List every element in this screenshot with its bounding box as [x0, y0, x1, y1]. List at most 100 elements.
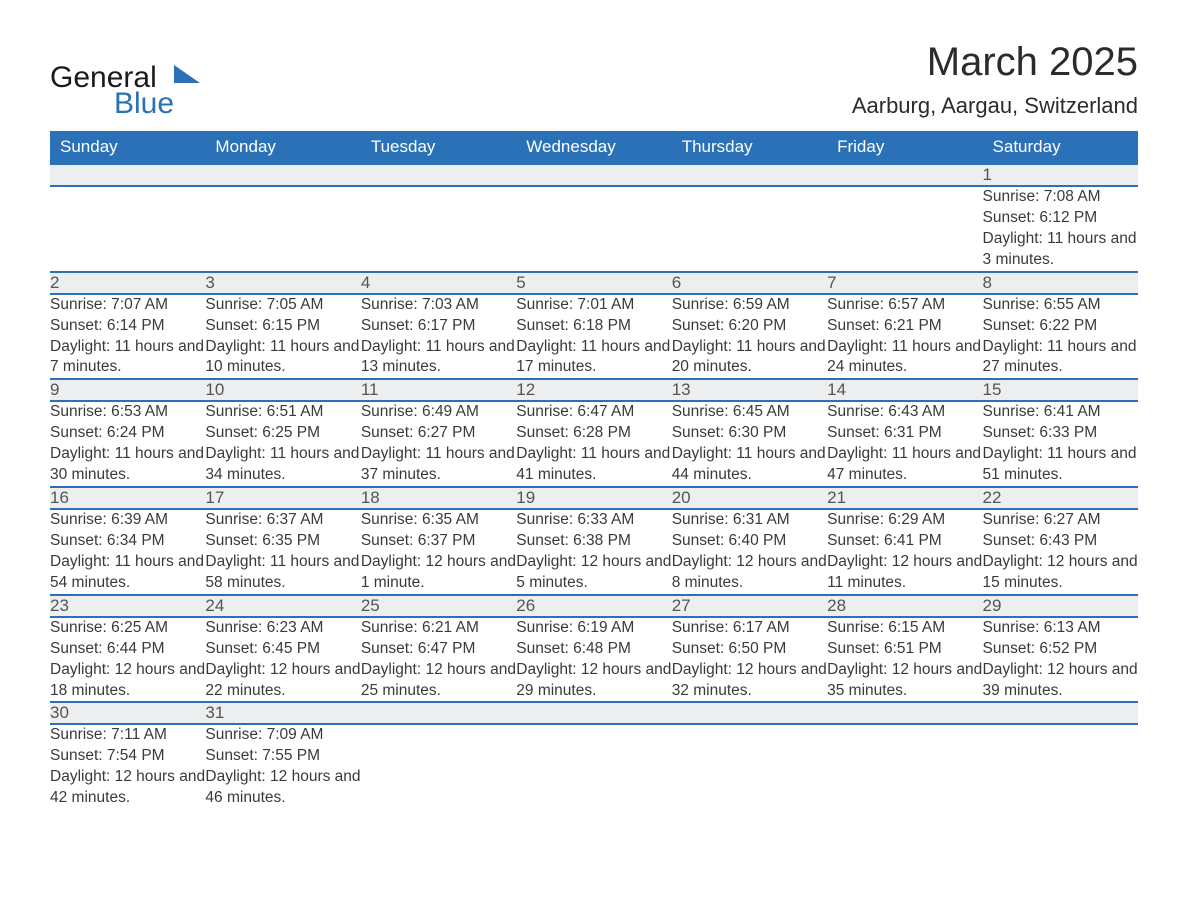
header: General Blue March 2025 Aarburg, Aargau,… — [50, 40, 1138, 119]
day-detail-cell: Sunrise: 7:03 AMSunset: 6:17 PMDaylight:… — [361, 294, 516, 380]
day-number-cell — [827, 702, 982, 724]
day-number-cell: 23 — [50, 595, 205, 617]
day-detail-cell: Sunrise: 6:51 AMSunset: 6:25 PMDaylight:… — [205, 401, 360, 487]
day-number-cell: 29 — [983, 595, 1138, 617]
day-detail-cell: Sunrise: 6:27 AMSunset: 6:43 PMDaylight:… — [983, 509, 1138, 595]
day-detail-cell: Sunrise: 6:17 AMSunset: 6:50 PMDaylight:… — [672, 617, 827, 703]
day-number-cell — [361, 702, 516, 724]
day-detail-cell: Sunrise: 6:53 AMSunset: 6:24 PMDaylight:… — [50, 401, 205, 487]
day-number-cell: 20 — [672, 487, 827, 509]
day-number-cell: 31 — [205, 702, 360, 724]
day-number-cell: 24 — [205, 595, 360, 617]
day-detail-cell: Sunrise: 7:01 AMSunset: 6:18 PMDaylight:… — [516, 294, 671, 380]
day-detail-cell — [361, 186, 516, 272]
day-detail-cell: Sunrise: 6:43 AMSunset: 6:31 PMDaylight:… — [827, 401, 982, 487]
day-number-cell: 12 — [516, 379, 671, 401]
day-detail-cell: Sunrise: 6:23 AMSunset: 6:45 PMDaylight:… — [205, 617, 360, 703]
weekday-header: Tuesday — [361, 131, 516, 164]
day-number-cell — [672, 702, 827, 724]
day-number-cell: 15 — [983, 379, 1138, 401]
day-detail-cell: Sunrise: 6:59 AMSunset: 6:20 PMDaylight:… — [672, 294, 827, 380]
day-detail-cell: Sunrise: 6:57 AMSunset: 6:21 PMDaylight:… — [827, 294, 982, 380]
weekday-header: Sunday — [50, 131, 205, 164]
day-detail-cell — [983, 724, 1138, 809]
weekday-header: Saturday — [983, 131, 1138, 164]
day-detail-cell — [516, 186, 671, 272]
day-detail-cell: Sunrise: 6:13 AMSunset: 6:52 PMDaylight:… — [983, 617, 1138, 703]
day-number-cell — [50, 164, 205, 186]
day-detail-cell: Sunrise: 7:11 AMSunset: 7:54 PMDaylight:… — [50, 724, 205, 809]
day-number-cell: 2 — [50, 272, 205, 294]
day-detail-cell: Sunrise: 6:47 AMSunset: 6:28 PMDaylight:… — [516, 401, 671, 487]
day-number-cell — [983, 702, 1138, 724]
weekday-header: Thursday — [672, 131, 827, 164]
day-number-cell — [672, 164, 827, 186]
day-detail-cell — [205, 186, 360, 272]
day-detail-cell: Sunrise: 6:39 AMSunset: 6:34 PMDaylight:… — [50, 509, 205, 595]
day-detail-cell: Sunrise: 6:55 AMSunset: 6:22 PMDaylight:… — [983, 294, 1138, 380]
day-detail-cell: Sunrise: 6:21 AMSunset: 6:47 PMDaylight:… — [361, 617, 516, 703]
day-number-cell: 19 — [516, 487, 671, 509]
day-detail-cell: Sunrise: 6:35 AMSunset: 6:37 PMDaylight:… — [361, 509, 516, 595]
day-detail-cell: Sunrise: 6:33 AMSunset: 6:38 PMDaylight:… — [516, 509, 671, 595]
day-number-cell: 22 — [983, 487, 1138, 509]
day-number-cell: 25 — [361, 595, 516, 617]
day-number-cell: 26 — [516, 595, 671, 617]
day-number-cell — [516, 702, 671, 724]
logo-triangle-icon — [174, 65, 200, 83]
day-number-cell — [361, 164, 516, 186]
day-detail-cell — [672, 724, 827, 809]
day-detail-cell — [827, 724, 982, 809]
day-number-cell: 7 — [827, 272, 982, 294]
day-number-cell — [516, 164, 671, 186]
day-number-cell: 10 — [205, 379, 360, 401]
day-number-cell: 13 — [672, 379, 827, 401]
day-number-cell: 8 — [983, 272, 1138, 294]
day-number-cell — [205, 164, 360, 186]
day-detail-cell: Sunrise: 6:45 AMSunset: 6:30 PMDaylight:… — [672, 401, 827, 487]
day-detail-cell: Sunrise: 6:29 AMSunset: 6:41 PMDaylight:… — [827, 509, 982, 595]
weekday-header: Wednesday — [516, 131, 671, 164]
title-block: March 2025 Aarburg, Aargau, Switzerland — [852, 40, 1138, 119]
day-detail-cell: Sunrise: 6:31 AMSunset: 6:40 PMDaylight:… — [672, 509, 827, 595]
day-detail-cell: Sunrise: 6:19 AMSunset: 6:48 PMDaylight:… — [516, 617, 671, 703]
day-number-cell: 28 — [827, 595, 982, 617]
logo: General Blue — [50, 63, 174, 119]
day-number-cell: 4 — [361, 272, 516, 294]
day-number-cell: 9 — [50, 379, 205, 401]
day-detail-cell — [827, 186, 982, 272]
day-detail-cell: Sunrise: 6:25 AMSunset: 6:44 PMDaylight:… — [50, 617, 205, 703]
day-number-cell: 21 — [827, 487, 982, 509]
weekday-header: Friday — [827, 131, 982, 164]
day-detail-cell — [361, 724, 516, 809]
day-detail-cell: Sunrise: 6:49 AMSunset: 6:27 PMDaylight:… — [361, 401, 516, 487]
logo-line2: Blue — [114, 89, 174, 119]
day-number-cell: 6 — [672, 272, 827, 294]
day-number-cell: 14 — [827, 379, 982, 401]
location: Aarburg, Aargau, Switzerland — [852, 93, 1138, 119]
day-detail-cell: Sunrise: 6:15 AMSunset: 6:51 PMDaylight:… — [827, 617, 982, 703]
day-number-cell: 1 — [983, 164, 1138, 186]
day-detail-cell — [672, 186, 827, 272]
day-detail-cell: Sunrise: 7:05 AMSunset: 6:15 PMDaylight:… — [205, 294, 360, 380]
day-number-cell: 11 — [361, 379, 516, 401]
day-detail-cell: Sunrise: 7:08 AMSunset: 6:12 PMDaylight:… — [983, 186, 1138, 272]
calendar-body: 1 Sunrise: 7:08 AMSunset: 6:12 PMDayligh… — [50, 164, 1138, 809]
day-number-cell: 27 — [672, 595, 827, 617]
day-number-cell — [827, 164, 982, 186]
calendar-head: SundayMondayTuesdayWednesdayThursdayFrid… — [50, 131, 1138, 164]
day-number-cell: 16 — [50, 487, 205, 509]
weekday-header: Monday — [205, 131, 360, 164]
calendar-table: SundayMondayTuesdayWednesdayThursdayFrid… — [50, 131, 1138, 809]
day-detail-cell — [516, 724, 671, 809]
day-detail-cell: Sunrise: 7:07 AMSunset: 6:14 PMDaylight:… — [50, 294, 205, 380]
day-detail-cell: Sunrise: 7:09 AMSunset: 7:55 PMDaylight:… — [205, 724, 360, 809]
day-detail-cell — [50, 186, 205, 272]
day-detail-cell: Sunrise: 6:41 AMSunset: 6:33 PMDaylight:… — [983, 401, 1138, 487]
day-number-cell: 3 — [205, 272, 360, 294]
month-title: March 2025 — [852, 40, 1138, 85]
day-number-cell: 17 — [205, 487, 360, 509]
day-number-cell: 30 — [50, 702, 205, 724]
day-detail-cell: Sunrise: 6:37 AMSunset: 6:35 PMDaylight:… — [205, 509, 360, 595]
day-number-cell: 18 — [361, 487, 516, 509]
